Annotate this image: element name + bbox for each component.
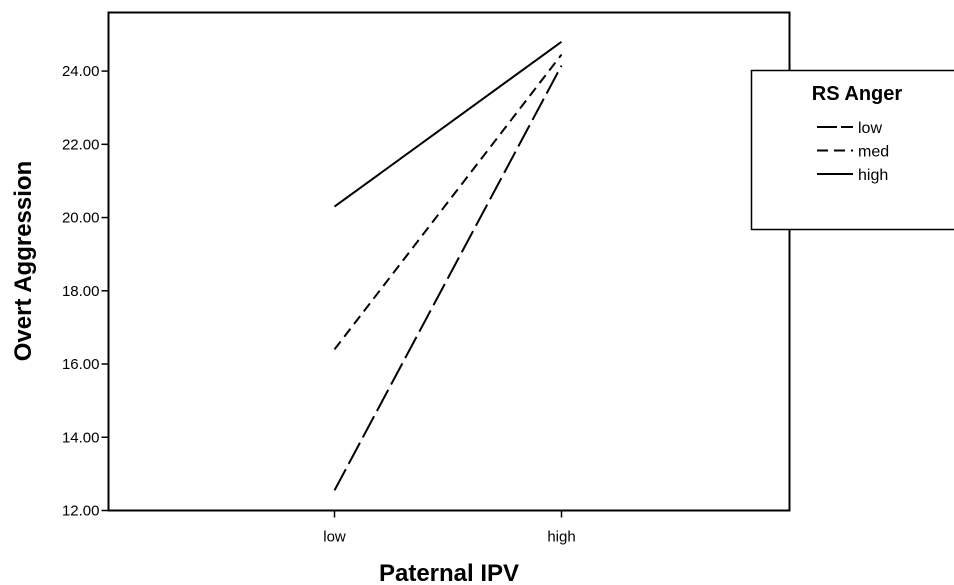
- x-axis: low high: [323, 510, 576, 546]
- y-tick-label-0: 12.00: [62, 503, 100, 520]
- series-line-low: [333, 65, 563, 491]
- x-axis-title: Paternal IPV: [379, 560, 519, 585]
- legend-label-med: med: [858, 144, 889, 161]
- legend: RS Anger low med high: [750, 69, 954, 231]
- legend-title: RS Anger: [812, 83, 903, 105]
- legend-box: [750, 69, 954, 231]
- legend-label-low: low: [858, 120, 882, 137]
- y-tick-label-5: 22.00: [62, 136, 100, 153]
- y-tick-label-1: 14.00: [62, 429, 100, 446]
- series-line-high: [333, 40, 563, 208]
- y-axis: 12.00 14.00 16.00 18.00 20.00 22.00 24.00: [62, 63, 109, 520]
- legend-items: low med high: [817, 120, 889, 184]
- plot-frame: [107, 11, 791, 512]
- y-tick-label-2: 16.00: [62, 356, 100, 373]
- series-line-med: [333, 54, 563, 350]
- x-tick-label-0: low: [323, 529, 346, 546]
- legend-label-high: high: [858, 167, 888, 184]
- y-tick-label-4: 20.00: [62, 210, 100, 227]
- y-tick-label-3: 18.00: [62, 283, 100, 300]
- y-axis-title: Overt Aggression: [10, 161, 37, 362]
- x-tick-label-1: high: [547, 529, 575, 546]
- y-tick-label-6: 24.00: [62, 63, 100, 80]
- series-layer: [333, 40, 563, 491]
